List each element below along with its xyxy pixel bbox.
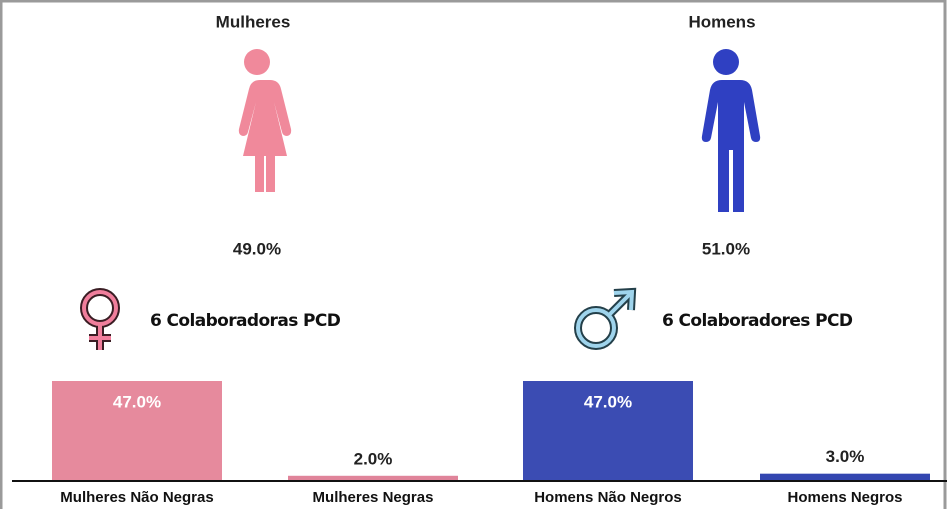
category-label: Mulheres Negras [313,489,434,506]
value-label: 47.0% [113,392,161,411]
person-head [713,49,739,75]
male-symbol [574,287,637,350]
value-label: 2.0% [354,449,393,468]
gender-title: Mulheres [216,12,291,31]
person-body [238,80,292,192]
category-label: Mulheres Não Negras [60,489,213,506]
bar [288,475,458,480]
female-symbol [80,288,120,350]
gender-title: Homens [688,12,755,31]
category-label: Homens Não Negros [534,489,682,506]
person-body [701,80,761,212]
value-label: 47.0% [584,392,632,411]
value-label: 3.0% [826,447,865,466]
bar [523,381,693,480]
bar [52,381,222,480]
person-head [244,49,270,75]
category-label: Homens Negros [787,489,902,506]
bar [760,473,930,480]
person-icon [701,49,761,212]
pcd-note: 6 Colaboradoras PCD [150,311,341,331]
gender-percent: 51.0% [702,239,750,258]
gender-percent: 49.0% [233,239,281,258]
pcd-note: 6 Colaboradores PCD [662,311,853,331]
person-icon [238,49,292,192]
